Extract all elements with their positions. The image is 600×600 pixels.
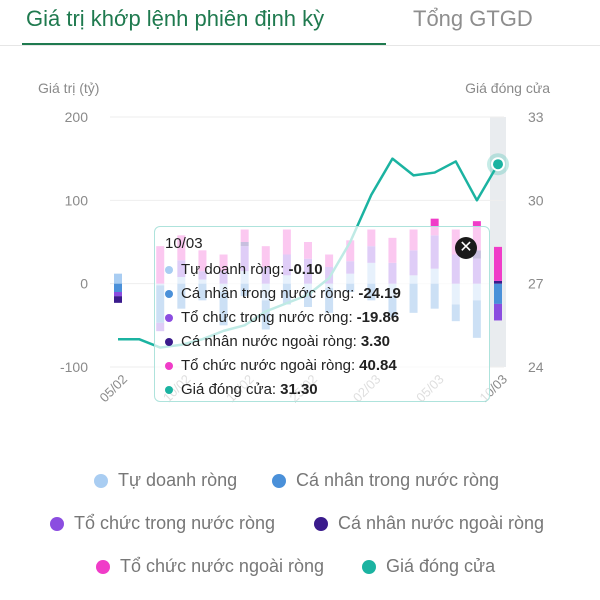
tooltip-value: -24.19 [358,285,401,302]
legend-dot [50,516,64,531]
legend-label: Tổ chức trong nước ròng [74,513,275,533]
legend-dot [96,559,110,574]
tooltip-label: Cá nhân nước ngoài ròng: [181,333,357,350]
legend-item-gia-dong-cua[interactable]: Giá đóng cửa [362,556,495,577]
tooltip-value: 40.84 [359,357,397,374]
tooltip-date: 10/03 [165,235,203,252]
tooltip-value: -0.10 [288,261,323,278]
legend-dot [362,559,376,574]
tooltip-dot [165,385,173,394]
tab-divider [0,45,600,46]
bar-segment [114,273,122,284]
tooltip-value: -19.86 [356,309,400,326]
tooltip-row: Tổ chức nước ngoài ròng: 40.84 [165,357,397,374]
legend-label: Tổ chức nước ngoài ròng [120,556,325,576]
chart-tooltip: 10/03 ✕ Tự doanh ròng: -0.10 Cá nhân trong… [154,226,490,402]
legend-item-tu-doanh[interactable]: Tự doanh ròng [94,470,237,491]
tooltip-label: Tổ chức trong nước ròng: [181,309,353,326]
legend-label: Cá nhân nước ngoài ròng [338,513,544,533]
legend-label: Cá nhân trong nước ròng [296,470,499,490]
legend-dot [314,516,328,531]
tooltip-dot [165,313,173,322]
tooltip-row: Cá nhân trong nước ròng: -24.19 [165,285,401,302]
tooltip-label: Tổ chức nước ngoài ròng: [181,357,356,374]
legend-label: Tự doanh ròng [118,470,238,490]
tab-bar: Giá trị khớp lệnh phiên định kỳ Tổng GTG… [0,0,600,48]
right-tick-label: 27 [528,276,544,292]
tooltip-dot [165,289,173,298]
tooltip-label: Giá đóng cửa: [181,381,277,398]
bar-segment [114,292,122,297]
tooltip-value: 31.30 [280,381,318,398]
bar-segment [494,283,502,304]
tab-periodic-matching-value[interactable]: Giá trị khớp lệnh phiên định kỳ [26,6,325,31]
legend-dot [272,473,286,488]
legend-item-ca-nhan-trong-nuoc[interactable]: Cá nhân trong nước ròng [272,470,499,491]
tooltip-value: 3.30 [360,333,391,350]
left-tick-label: 200 [65,109,89,125]
tooltip-dot [165,337,173,346]
x-tick-label: 05/02 [97,372,131,406]
bar-segment [114,296,122,303]
active-tab-indicator [22,43,386,46]
right-tick-label: 24 [528,359,544,375]
bar-segment [494,303,502,321]
legend-label: Giá đóng cửa [386,556,496,576]
chart-legend: Tự doanh ròng Cá nhân trong nước ròng Tổ… [0,462,600,592]
left-tick-label: -100 [60,359,88,375]
tab-total-trading-value[interactable]: Tổng GTGD [413,6,533,31]
right-axis-label: Giá đóng cửa [465,80,550,96]
tooltip-row: Tự doanh ròng: -0.10 [165,261,323,278]
left-tick-label: 100 [65,192,89,208]
price-point [491,157,505,172]
tooltip-row: Giá đóng cửa: 31.30 [165,381,318,398]
tooltip-label: Cá nhân trong nước ròng: [181,285,355,302]
right-tick-label: 33 [528,109,544,125]
bar-segment [114,283,122,292]
bar-segment [494,246,502,281]
tooltip-dot [165,265,173,274]
legend-dot [94,473,108,488]
left-tick-label: 0 [80,276,88,292]
legend-item-to-chuc-nuoc-ngoai[interactable]: Tổ chức nước ngoài ròng [96,556,324,577]
tooltip-label: Tự doanh ròng: [181,261,285,278]
right-tick-label: 30 [528,192,544,208]
tooltip-row: Cá nhân nước ngoài ròng: 3.30 [165,333,390,350]
close-icon[interactable]: ✕ [455,237,477,259]
legend-item-ca-nhan-nuoc-ngoai[interactable]: Cá nhân nước ngoài ròng [314,513,544,534]
bar-segment [494,280,502,284]
legend-item-to-chuc-trong-nuoc[interactable]: Tổ chức trong nước ròng [50,513,275,534]
left-axis-label: Giá trị (tỷ) [38,80,99,96]
tooltip-dot [165,361,173,370]
tooltip-row: Tổ chức trong nước ròng: -19.86 [165,309,399,326]
